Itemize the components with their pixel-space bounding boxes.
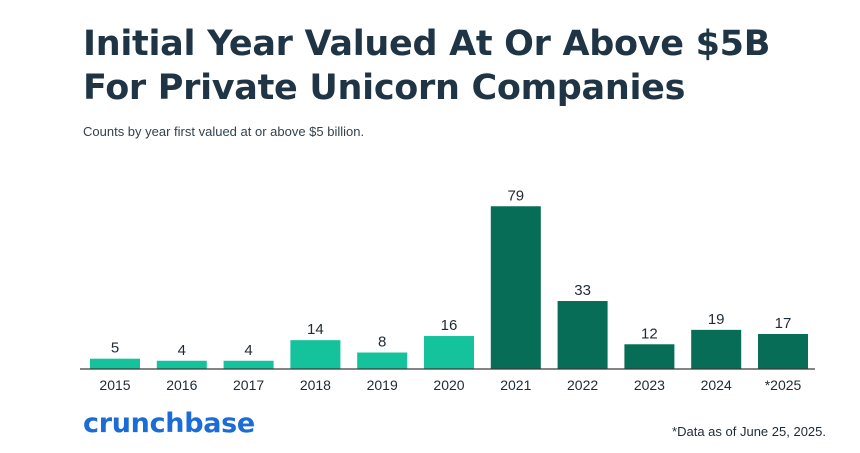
x-tick-label-2023: 2023	[634, 377, 665, 393]
x-tick-label-2021: 2021	[500, 377, 531, 393]
data-label-2023: 12	[641, 325, 658, 342]
data-label-2015: 5	[111, 340, 119, 357]
data-label-2016: 4	[178, 342, 186, 359]
chart-subtitle: Counts by year first valued at or above …	[83, 124, 365, 139]
x-tick-label-star-2025: *2025	[765, 377, 802, 393]
bar-star-2025	[758, 333, 808, 369]
data-label-2024: 19	[708, 311, 725, 328]
bar-2020	[424, 336, 474, 369]
data-label-star-2025: 17	[775, 315, 792, 332]
x-tick-label-2024: 2024	[701, 377, 732, 393]
data-label-2017: 4	[244, 342, 252, 359]
bar-2016	[156, 360, 207, 369]
bar-2022	[557, 301, 608, 369]
bar-2019	[357, 352, 408, 369]
data-label-2022: 33	[574, 282, 591, 299]
chart-title: Initial Year Valued At Or Above $5B For …	[83, 24, 771, 108]
bar-2021	[490, 206, 541, 369]
bar-2023	[624, 344, 675, 369]
bar-2015	[90, 358, 140, 369]
x-tick-label-2015: 2015	[99, 377, 130, 393]
crunchbase-logo: crunchbase	[83, 408, 255, 439]
x-tick-label-2019: 2019	[367, 377, 398, 393]
data-label-2018: 14	[307, 321, 324, 338]
footnote: *Data as of June 25, 2025.	[672, 424, 826, 439]
data-label-2020: 16	[441, 317, 458, 334]
bar-chart: 5 2015 4 2016 4 2017 14 2018 8 2019 16 2020 79 2021 33…	[80, 187, 815, 393]
data-label-2021: 79	[507, 187, 524, 204]
bars-layer: 5 2015 4 2016 4 2017 14 2018 8 2019 16 2020 79 2021 33…	[90, 187, 808, 393]
bar-2017	[223, 360, 274, 369]
x-tick-label-2022: 2022	[567, 377, 598, 393]
bar-2024	[691, 329, 742, 369]
x-tick-label-2018: 2018	[300, 377, 331, 393]
bar-2018	[290, 340, 341, 369]
x-tick-label-2017: 2017	[233, 377, 264, 393]
x-tick-label-2020: 2020	[433, 377, 464, 393]
x-tick-label-2016: 2016	[166, 377, 197, 393]
data-label-2019: 8	[378, 334, 386, 351]
